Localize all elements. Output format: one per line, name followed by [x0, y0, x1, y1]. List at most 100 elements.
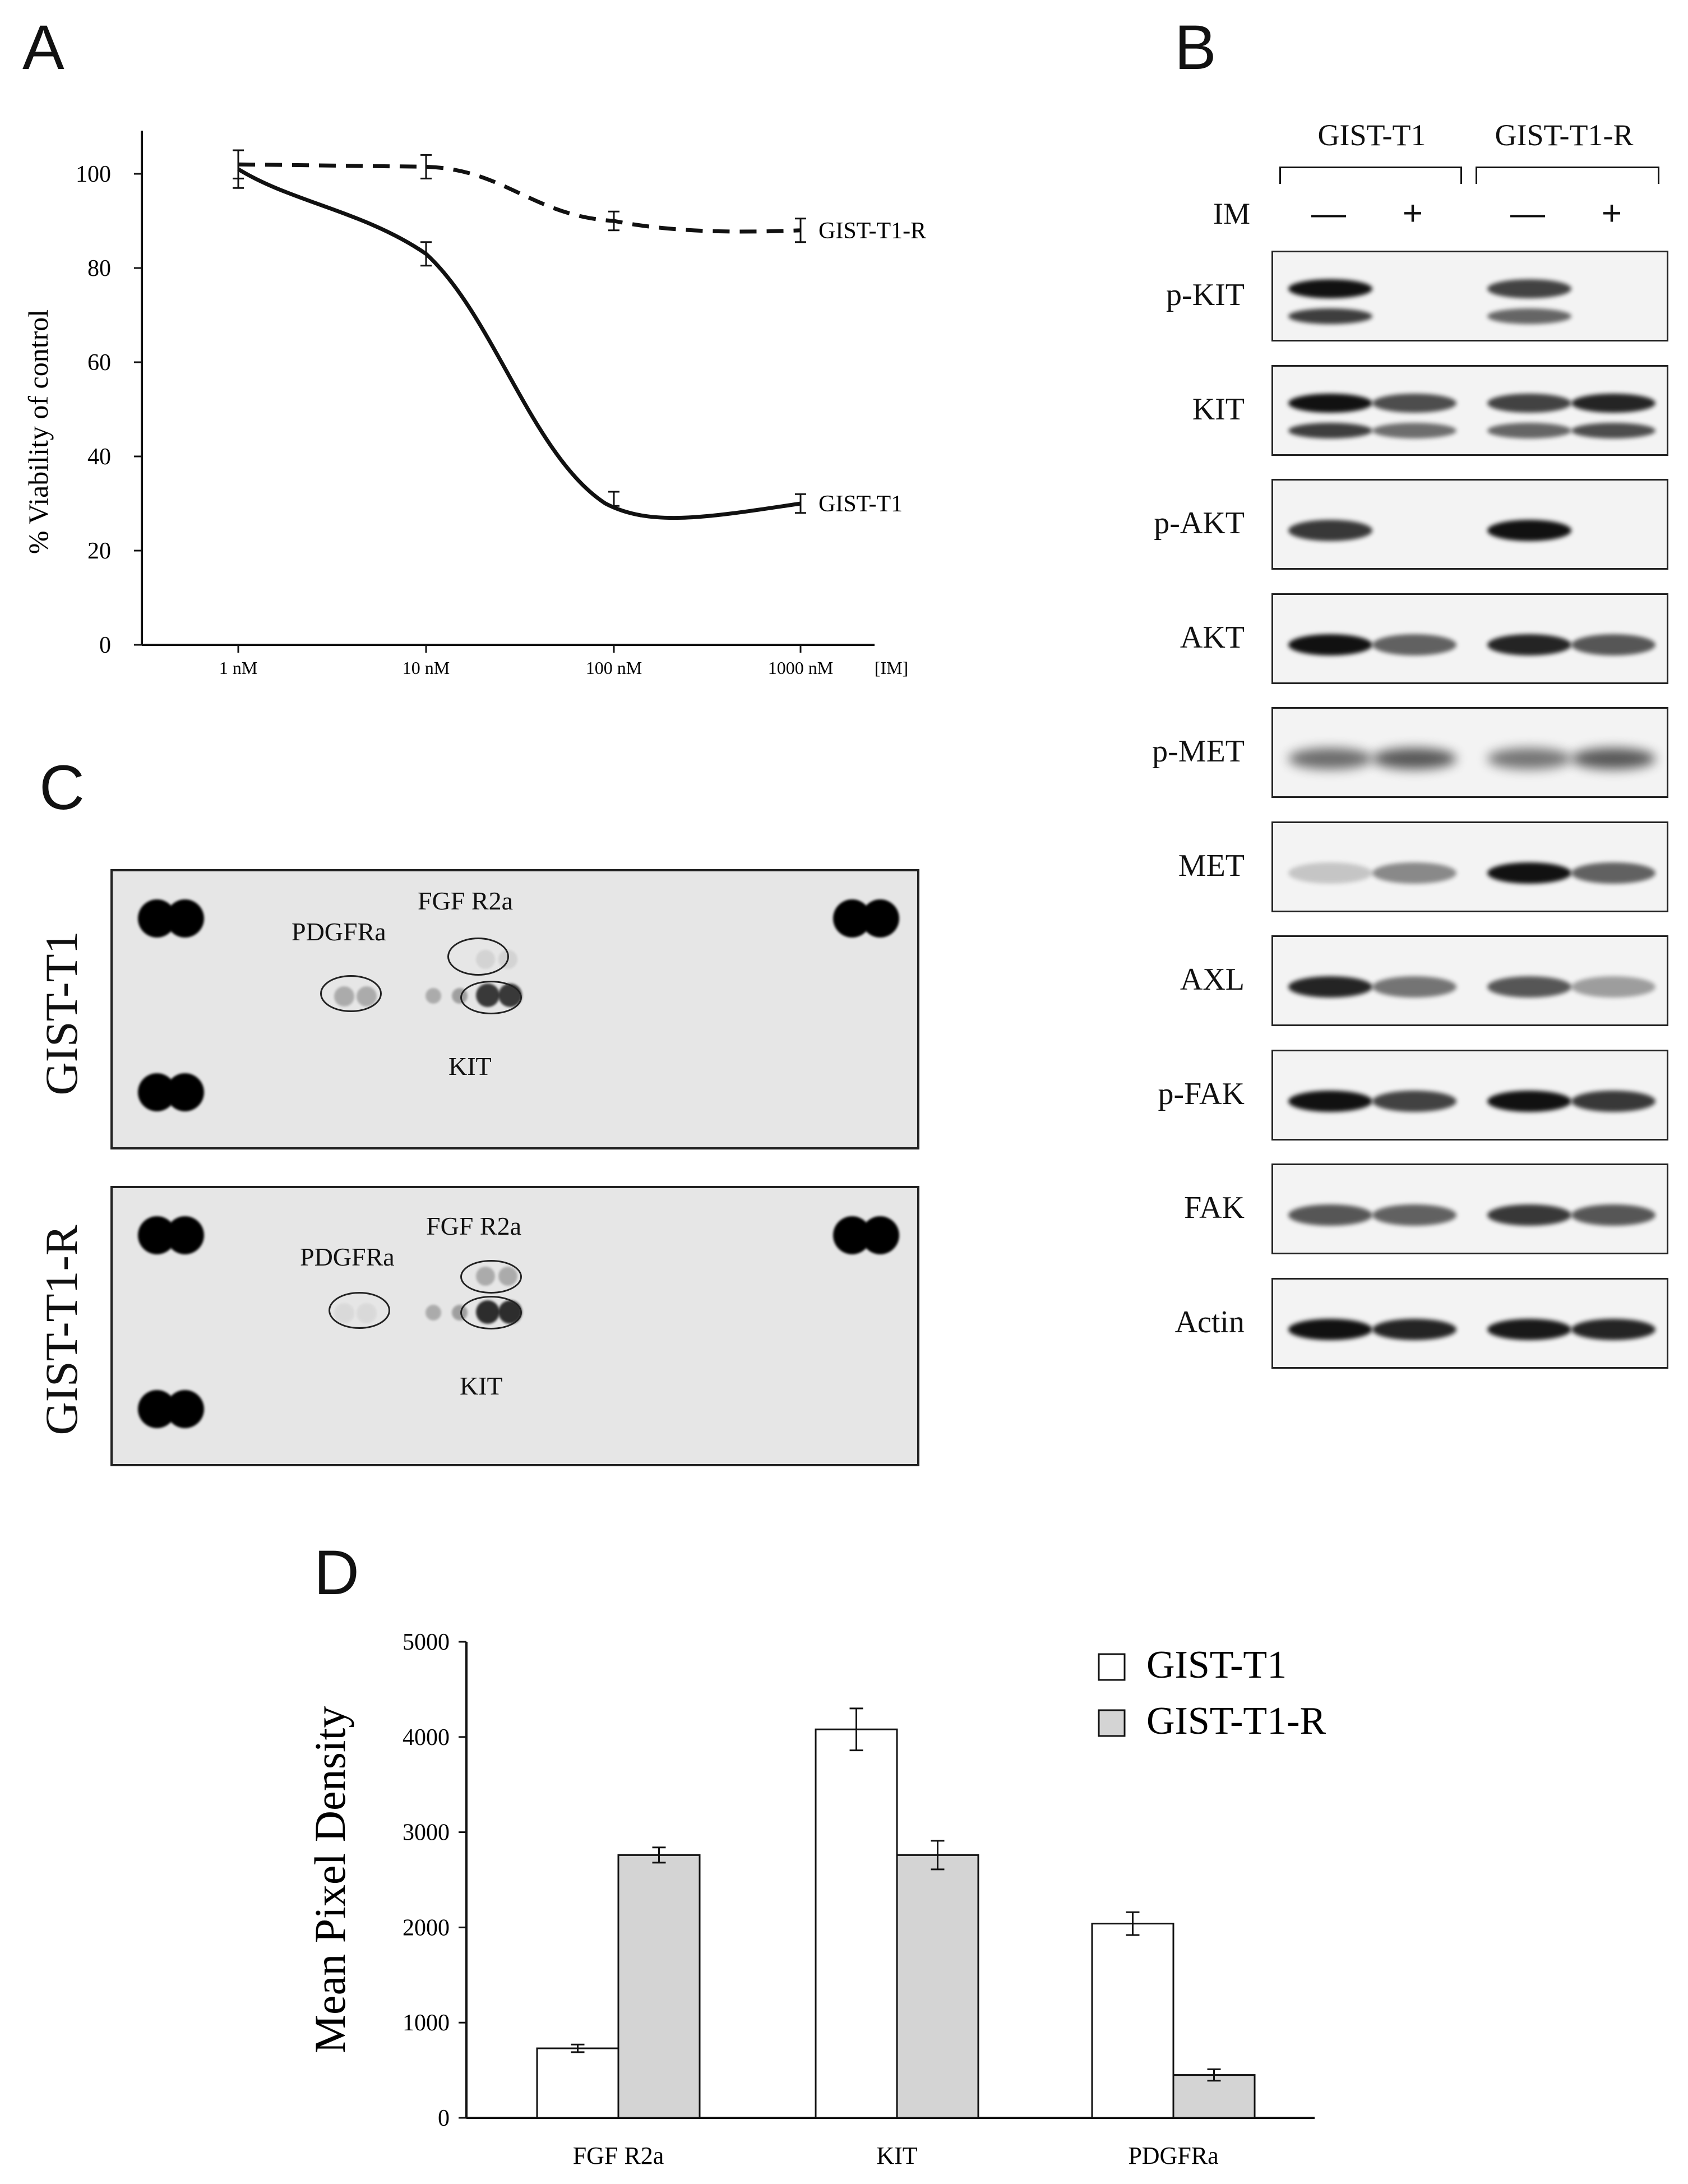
- array-membrane: [110, 1186, 919, 1466]
- band: [1372, 862, 1456, 884]
- reference-spot: [166, 899, 204, 938]
- band: [1571, 422, 1655, 438]
- viability-line-chart: 0 20 40 60 80 100 1 nM 10 nM 100 nM 1000 nM [IM] % …: [22, 131, 926, 678]
- panel-label-c: C: [39, 752, 85, 823]
- blot-label: AKT: [1180, 620, 1245, 655]
- band: [1487, 1318, 1571, 1340]
- pdgfra-label: PDGFRa: [292, 917, 386, 946]
- fgfr2a-label: FGF R2a: [426, 1212, 521, 1240]
- y-tick-label: 4000: [403, 1725, 450, 1751]
- y-tick-label: 80: [87, 256, 111, 281]
- series-label: GIST-T1-R: [818, 218, 926, 244]
- pdgfra-ellipse: [320, 975, 382, 1012]
- group-bracket: [1279, 167, 1462, 184]
- band: [1571, 393, 1655, 413]
- bar: [536, 2047, 619, 2119]
- treatment-sign: +: [1601, 194, 1622, 233]
- y-tick-label: 5000: [403, 1629, 450, 1655]
- blot-strip: [1271, 1163, 1668, 1254]
- band: [1288, 520, 1372, 541]
- treatment-sign: +: [1402, 194, 1423, 233]
- fgfr2a-label: FGF R2a: [418, 886, 513, 915]
- band: [1372, 748, 1456, 769]
- x-tick-label: 1 nM: [219, 658, 257, 678]
- pixel-density-bar-chart: 0 1000 2000 3000 4000 5000 Mean Pixel Density F…: [306, 1629, 1326, 2169]
- y-tick-label: 100: [76, 161, 111, 187]
- y-tick-label: 2000: [403, 1915, 450, 1941]
- series-label: GIST-T1: [818, 491, 903, 517]
- legend-label: GIST-T1-R: [1146, 1700, 1326, 1743]
- band: [1487, 634, 1571, 655]
- reference-spot: [166, 1073, 204, 1111]
- band: [1487, 1090, 1571, 1112]
- band: [1288, 422, 1372, 438]
- x-tick-label: PDGFRa: [1128, 2142, 1218, 2169]
- blot-strip: [1271, 1277, 1668, 1369]
- band: [1372, 1318, 1456, 1340]
- x-tick-label: KIT: [876, 2142, 917, 2169]
- array-spot: [426, 1305, 441, 1320]
- band: [1372, 1204, 1456, 1226]
- series-line: [237, 167, 801, 520]
- blot-label: p-AKT: [1154, 506, 1245, 541]
- kit-ellipse: [460, 1296, 522, 1329]
- y-tick-label: 0: [438, 2105, 450, 2131]
- y-tick-label: 60: [87, 350, 111, 376]
- kit-ellipse: [460, 981, 522, 1014]
- y-tick-label: 20: [87, 538, 111, 564]
- blot-strip: [1271, 935, 1668, 1026]
- band: [1487, 520, 1571, 541]
- x-axis-label: [IM]: [875, 658, 908, 678]
- blot-label: p-MET: [1152, 734, 1245, 769]
- group-bracket: [1476, 167, 1659, 184]
- legend-label: GIST-T1: [1146, 1643, 1287, 1687]
- treatment-sign: —: [1311, 194, 1346, 233]
- panel-label-a: A: [22, 12, 64, 82]
- band: [1372, 393, 1456, 413]
- band: [1288, 748, 1372, 769]
- blot-label: MET: [1178, 848, 1245, 883]
- western-blot-panel: GIST-T1 GIST-T1-R IM — + — + p-KIT KIT p-AKT AKT p-…: [1152, 118, 1668, 1369]
- kit-label: KIT: [460, 1372, 503, 1400]
- blot-label: Actin: [1174, 1304, 1245, 1340]
- x-tick-label: 1000 nM: [768, 658, 833, 678]
- reference-spot: [861, 899, 899, 938]
- band: [1487, 279, 1571, 298]
- y-axis-label: % Viability of control: [22, 310, 54, 554]
- bar: [1172, 2074, 1256, 2119]
- x-tick-label: 10 nM: [403, 658, 450, 678]
- reference-spot: [166, 1390, 204, 1428]
- blot-label: p-FAK: [1158, 1076, 1245, 1111]
- band: [1288, 1318, 1372, 1340]
- blot-label: AXL: [1180, 962, 1245, 997]
- band: [1571, 748, 1655, 769]
- y-tick-label: 40: [87, 444, 111, 470]
- bar: [896, 1854, 979, 2119]
- band: [1288, 634, 1372, 655]
- band: [1487, 1204, 1571, 1226]
- y-tick-label: 0: [99, 632, 111, 658]
- band: [1288, 976, 1372, 998]
- fgfr2a-ellipse: [460, 1260, 522, 1294]
- band: [1487, 748, 1571, 769]
- reference-spot: [861, 1216, 899, 1254]
- array-spot: [426, 988, 441, 1004]
- pdgfra-label: PDGFRa: [300, 1243, 395, 1271]
- x-tick-label: FGF R2a: [573, 2142, 664, 2169]
- band: [1571, 1318, 1655, 1340]
- band: [1487, 862, 1571, 884]
- fgfr2a-ellipse: [447, 938, 509, 976]
- treatment-sign: —: [1510, 194, 1545, 233]
- blot-strip: [1271, 251, 1668, 341]
- band: [1487, 393, 1571, 413]
- kit-label: KIT: [448, 1052, 492, 1081]
- blot-strip: [1271, 1049, 1668, 1141]
- band: [1571, 862, 1655, 884]
- reference-spot: [166, 1216, 204, 1254]
- blot-strip: [1271, 364, 1668, 456]
- band: [1288, 308, 1372, 324]
- pdgfra-ellipse: [329, 1292, 390, 1329]
- x-tick-label: 100 nM: [586, 658, 642, 678]
- band: [1571, 634, 1655, 655]
- panel-label-b: B: [1174, 12, 1217, 82]
